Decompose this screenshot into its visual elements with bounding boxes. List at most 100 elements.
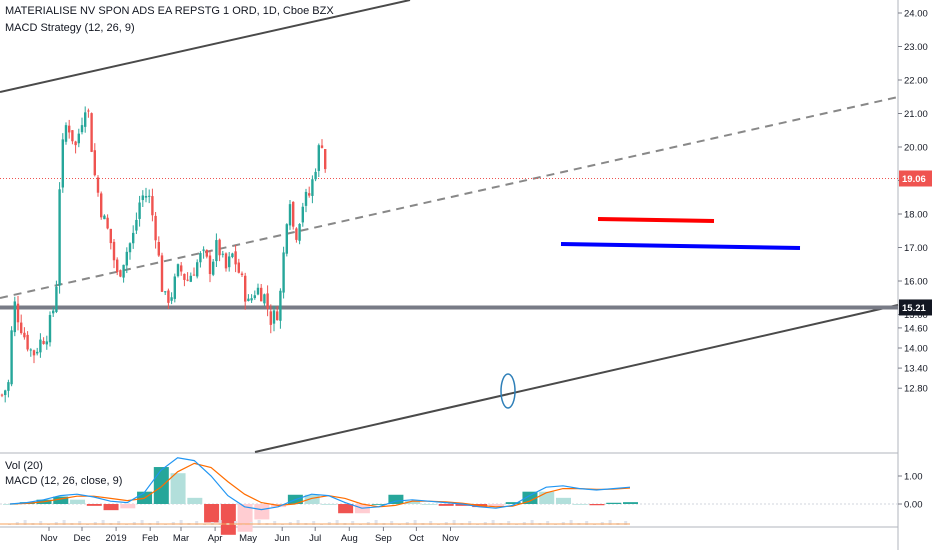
x-tick-label: Nov — [41, 533, 58, 544]
candle-body — [144, 196, 148, 198]
volume-bar — [312, 521, 316, 525]
volume-bar — [624, 521, 628, 525]
ind-y-tick-label: 1.00 — [904, 472, 923, 483]
x-tick-label: 2019 — [106, 533, 127, 544]
candle-body — [58, 189, 61, 286]
candle-body — [173, 276, 176, 299]
candle-body — [96, 177, 100, 193]
candle — [61, 133, 64, 193]
candle — [199, 251, 202, 268]
candle-body — [112, 241, 116, 261]
candle — [106, 214, 109, 230]
candle-body — [244, 275, 247, 302]
candle-body — [48, 315, 52, 343]
candle — [32, 349, 36, 364]
candle-body — [93, 150, 96, 176]
candle-body — [208, 255, 212, 275]
candle — [119, 269, 122, 278]
candle — [160, 252, 164, 293]
volume-bar — [585, 521, 589, 525]
candle — [132, 225, 135, 249]
candle — [192, 267, 196, 276]
candle — [96, 175, 100, 197]
candle — [48, 311, 52, 347]
x-tick-label: Mar — [173, 533, 189, 544]
volume-bar — [179, 520, 183, 525]
candle-body — [279, 290, 282, 321]
macd-hist-bar — [371, 504, 387, 505]
candle-body — [77, 133, 80, 144]
candle-body — [183, 273, 186, 280]
candle-body — [16, 303, 20, 323]
y-tick-label: 24.00 — [904, 9, 928, 20]
volume-bar — [530, 520, 534, 525]
candle-body — [324, 149, 327, 170]
indicator-label: MACD Strategy (12, 26, 9) — [5, 22, 135, 34]
candle-body — [141, 195, 144, 201]
candle-body — [272, 310, 276, 324]
candle-body — [0, 394, 4, 396]
candle-body — [260, 287, 263, 302]
volume-bar — [351, 521, 355, 525]
candle — [263, 293, 266, 306]
candle — [288, 199, 292, 230]
candle — [0, 393, 4, 398]
signal-line — [9, 462, 631, 508]
candle-body — [26, 334, 29, 350]
candle-body — [276, 311, 279, 321]
y-tick-label: 16.00 — [904, 277, 928, 288]
volume-bar — [374, 520, 378, 525]
candle — [42, 337, 45, 345]
candle — [311, 175, 314, 204]
candle — [292, 201, 295, 230]
volume-bar — [117, 521, 121, 525]
candle — [295, 227, 298, 243]
volume-bar — [62, 520, 66, 525]
candle — [58, 182, 61, 294]
candle — [282, 246, 285, 299]
candle-body — [20, 322, 23, 334]
y-tick-label: 12.80 — [904, 384, 928, 395]
y-tick-label: 17.00 — [904, 243, 928, 254]
y-tick-label: 20.00 — [904, 143, 928, 154]
candle-body — [87, 110, 90, 112]
candle-body — [253, 295, 256, 299]
candle-body — [202, 249, 205, 251]
volume-bar — [468, 521, 472, 525]
candle-body — [154, 215, 157, 241]
candle-body — [288, 204, 292, 226]
volume-bar — [39, 521, 43, 525]
candle — [205, 249, 208, 259]
volume-bar — [273, 521, 277, 525]
candle — [45, 335, 48, 350]
candle — [180, 262, 183, 276]
macd-hist-bar — [505, 502, 521, 504]
candle — [269, 304, 272, 334]
candle-body — [292, 201, 295, 227]
candle — [221, 250, 224, 258]
candle — [84, 106, 87, 133]
candle — [176, 263, 180, 278]
macd-hist-bar — [237, 504, 253, 532]
volume-label: Vol (20) — [5, 460, 43, 472]
candle-body — [224, 253, 228, 269]
macd-hist-bar — [120, 504, 136, 509]
candle-body — [266, 293, 269, 309]
candle — [183, 273, 186, 287]
candle-body — [256, 287, 260, 295]
macd-hist-bar — [572, 504, 588, 505]
volume-bar — [23, 520, 27, 525]
volume-bar — [234, 521, 238, 525]
candle — [4, 389, 7, 403]
candle — [87, 108, 90, 118]
candle-body — [135, 219, 138, 231]
support-level-badge: 15.21 — [899, 299, 932, 316]
candle-body — [164, 291, 167, 293]
volume-bar — [429, 521, 433, 525]
candle-body — [13, 301, 16, 333]
volume-bar — [101, 520, 105, 525]
candle-body — [74, 141, 77, 146]
candle — [68, 119, 71, 139]
candle — [320, 139, 324, 149]
